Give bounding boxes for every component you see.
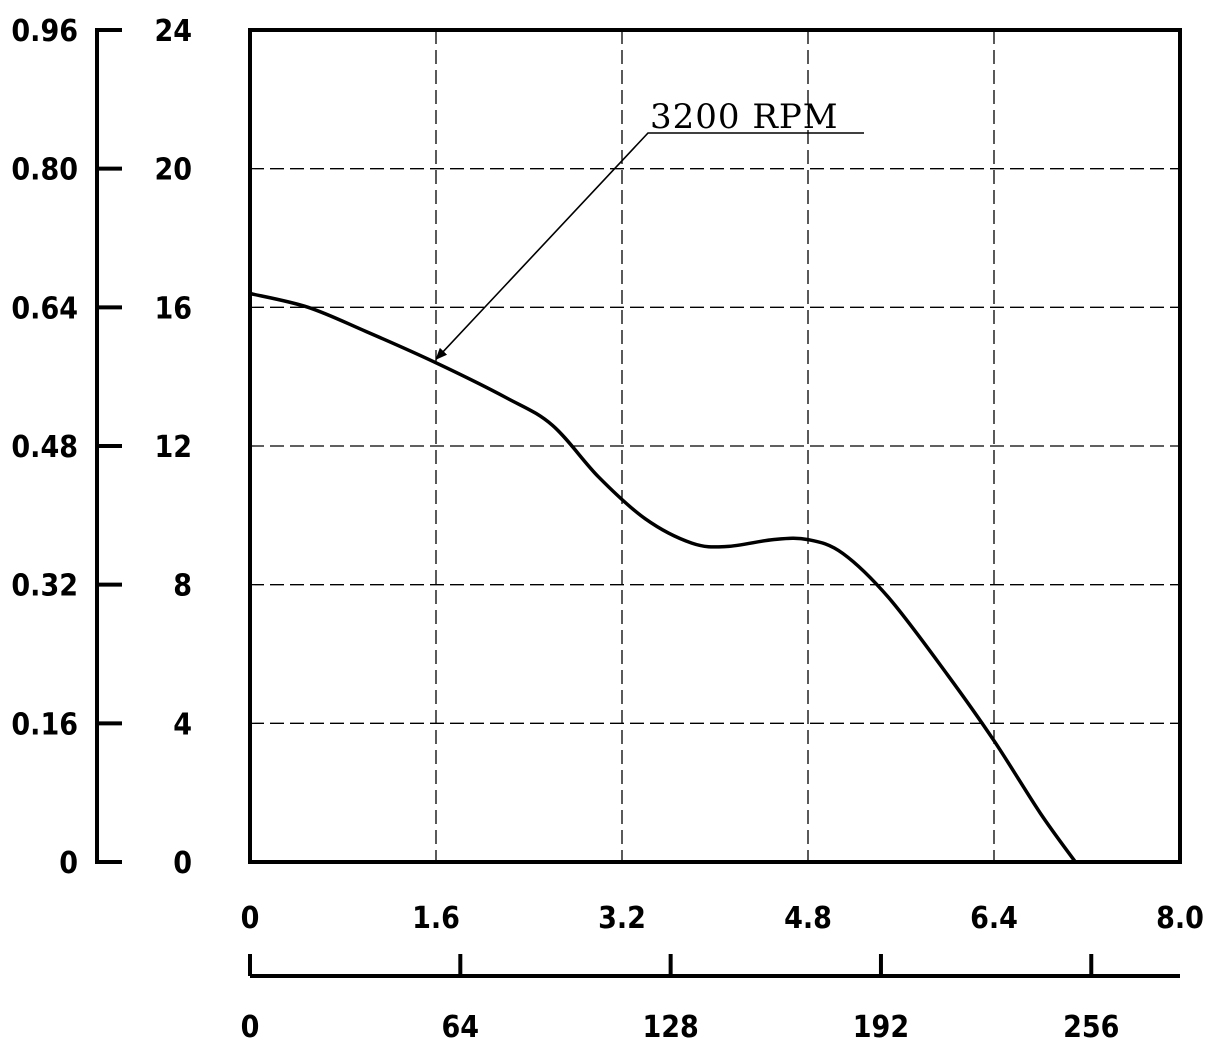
x-secondary-tick-label: 256 (1063, 1010, 1119, 1042)
y-primary-tick-label: 24 (154, 14, 192, 49)
y-secondary-tick-label: 0.96 (11, 14, 78, 49)
y-primary-tick-label: 12 (154, 430, 192, 465)
y-primary-tick-label: 20 (154, 153, 192, 188)
y-primary-tick-label: 8 (173, 569, 192, 604)
x-primary-tick-label: 1.6 (412, 901, 460, 936)
y-secondary-tick-label: 0.64 (11, 291, 78, 326)
annotation-leader (435, 132, 864, 361)
y-primary-tick-label: 4 (173, 707, 192, 742)
y-secondary-tick-label: 0.32 (11, 569, 78, 604)
plot-frame (248, 28, 1182, 864)
x-primary-tick-label: 4.8 (784, 901, 832, 936)
y-secondary-tick-label: 0.48 (11, 430, 78, 465)
x-primary-tick-label: 3.2 (598, 901, 646, 936)
tick-labels: 0 1.6 3.2 4.8 6.4 8.0 0 4 8 12 16 20 24 0 0.16 0.32 0.48… (11, 14, 1204, 1042)
y-primary-tick-label: 16 (154, 291, 192, 326)
y-primary-tick-label: 0 (173, 846, 192, 881)
x-primary-tick-label: 0 (241, 901, 260, 936)
series-line-0 (249, 291, 1077, 864)
y-secondary-tick-label: 0.80 (11, 153, 78, 188)
series (249, 291, 1077, 864)
x-secondary-tick-label: 0 (241, 1010, 260, 1042)
x-secondary-tick-label: 64 (442, 1010, 480, 1042)
y-secondary-tick-label: 0.16 (11, 707, 78, 742)
x-primary-tick-label: 6.4 (970, 901, 1018, 936)
y-secondary-tick-label: 0 (59, 846, 78, 881)
grid (250, 30, 1180, 862)
annotations: 3200 RPM (435, 97, 864, 361)
x-primary-tick-label: 8.0 (1156, 901, 1204, 936)
axes (95, 28, 1180, 978)
annotation-label: 3200 RPM (650, 97, 839, 137)
x-secondary-tick-label: 128 (642, 1010, 698, 1042)
x-secondary-tick-label: 192 (853, 1010, 909, 1042)
